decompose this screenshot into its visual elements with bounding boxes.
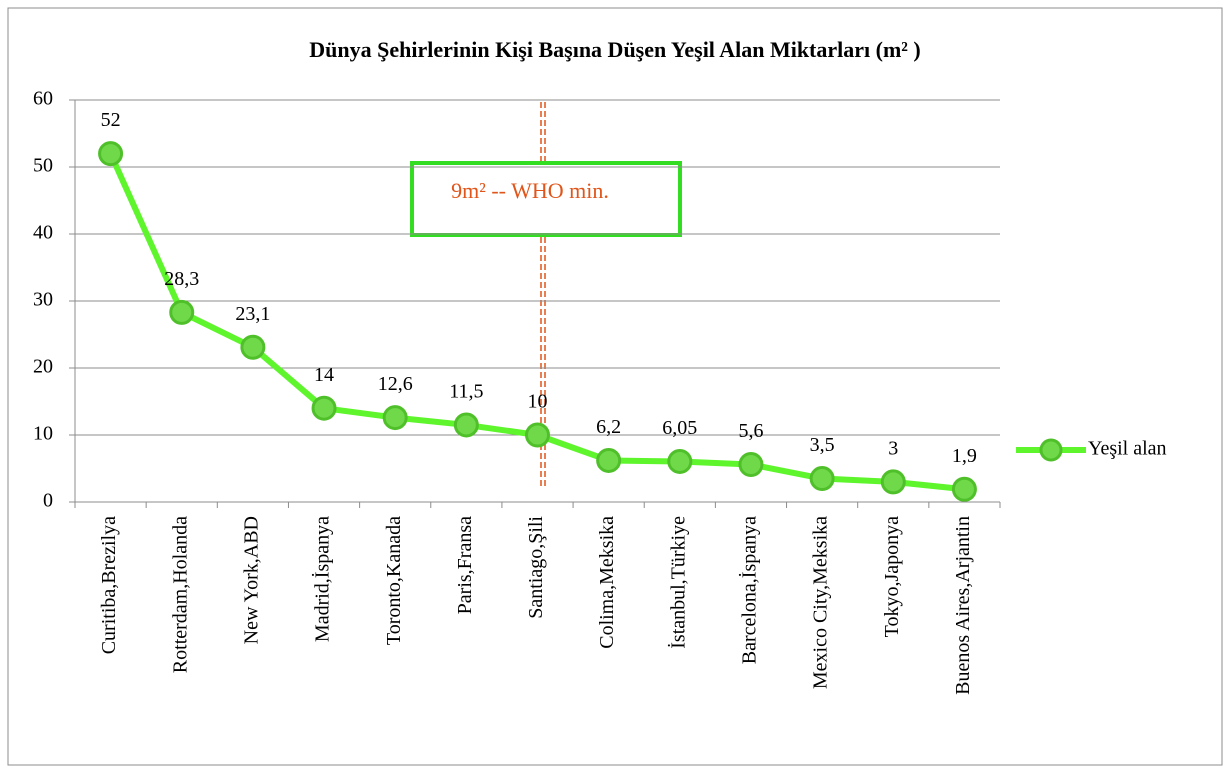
data-label: 12,6 bbox=[378, 373, 413, 395]
chart-title: Dünya Şehirlerinin Kişi Başına Düşen Yeş… bbox=[309, 37, 920, 62]
data-label: 28,3 bbox=[164, 268, 199, 290]
legend-marker bbox=[1039, 438, 1063, 462]
x-tick-label: New York,ABD bbox=[240, 516, 262, 644]
marker bbox=[311, 395, 337, 421]
marker bbox=[667, 448, 693, 474]
marker bbox=[596, 447, 622, 473]
data-label: 23,1 bbox=[235, 303, 270, 325]
marker bbox=[240, 334, 266, 360]
data-label: 11,5 bbox=[449, 381, 483, 403]
marker bbox=[738, 451, 764, 477]
x-tick-label: Rotterdam,Holanda bbox=[169, 516, 191, 673]
chart-border bbox=[7, 7, 1223, 766]
data-label: 3,5 bbox=[810, 434, 835, 456]
x-tick-label: Buenos Aires,Arjantin bbox=[952, 516, 974, 695]
data-label: 6,2 bbox=[596, 416, 621, 438]
x-tick-label: Toronto,Kanada bbox=[383, 516, 405, 645]
y-tick-label: 40 bbox=[33, 222, 53, 244]
marker bbox=[525, 422, 550, 448]
x-tick-label: İstanbul,Türkiye bbox=[666, 516, 689, 649]
marker bbox=[880, 469, 906, 495]
x-tick-label: Barcelona,İspanya bbox=[738, 516, 761, 664]
x-tick-label: Madrid,İspanya bbox=[311, 516, 334, 642]
data-label: 14 bbox=[314, 364, 334, 386]
y-tick-label: 50 bbox=[33, 155, 53, 177]
marker bbox=[98, 141, 124, 167]
marker bbox=[809, 466, 835, 492]
data-label: 10 bbox=[528, 391, 548, 413]
y-tick-label: 10 bbox=[33, 423, 53, 445]
data-label: 1,9 bbox=[952, 445, 977, 467]
marker bbox=[169, 299, 195, 325]
y-tick-label: 0 bbox=[43, 490, 53, 512]
x-tick-label: Santiago,Şili bbox=[525, 516, 547, 619]
annotation: 9m² -- WHO min. bbox=[451, 178, 609, 203]
x-tick-label: Paris,Fransa bbox=[454, 516, 476, 614]
x-tick-label: Curitiba,Brezilya bbox=[98, 516, 120, 654]
data-label: 3 bbox=[888, 437, 898, 459]
legend-label: Yeşil alan bbox=[1088, 438, 1167, 460]
x-tick-label: Colima,Meksika bbox=[596, 516, 618, 649]
data-label: 5,6 bbox=[738, 420, 763, 442]
x-tick-label: Tokyo,Japonya bbox=[881, 516, 903, 637]
x-tick-label: Mexico City,Meksika bbox=[810, 516, 832, 689]
marker bbox=[453, 412, 479, 438]
annotation-box bbox=[410, 161, 682, 237]
data-label: 6,05 bbox=[662, 417, 697, 439]
y-tick-label: 20 bbox=[33, 356, 53, 378]
marker bbox=[382, 405, 408, 431]
y-tick-label: 30 bbox=[33, 289, 53, 311]
marker bbox=[951, 476, 977, 502]
y-tick-label: 60 bbox=[33, 88, 53, 110]
data-label: 52 bbox=[101, 109, 121, 131]
